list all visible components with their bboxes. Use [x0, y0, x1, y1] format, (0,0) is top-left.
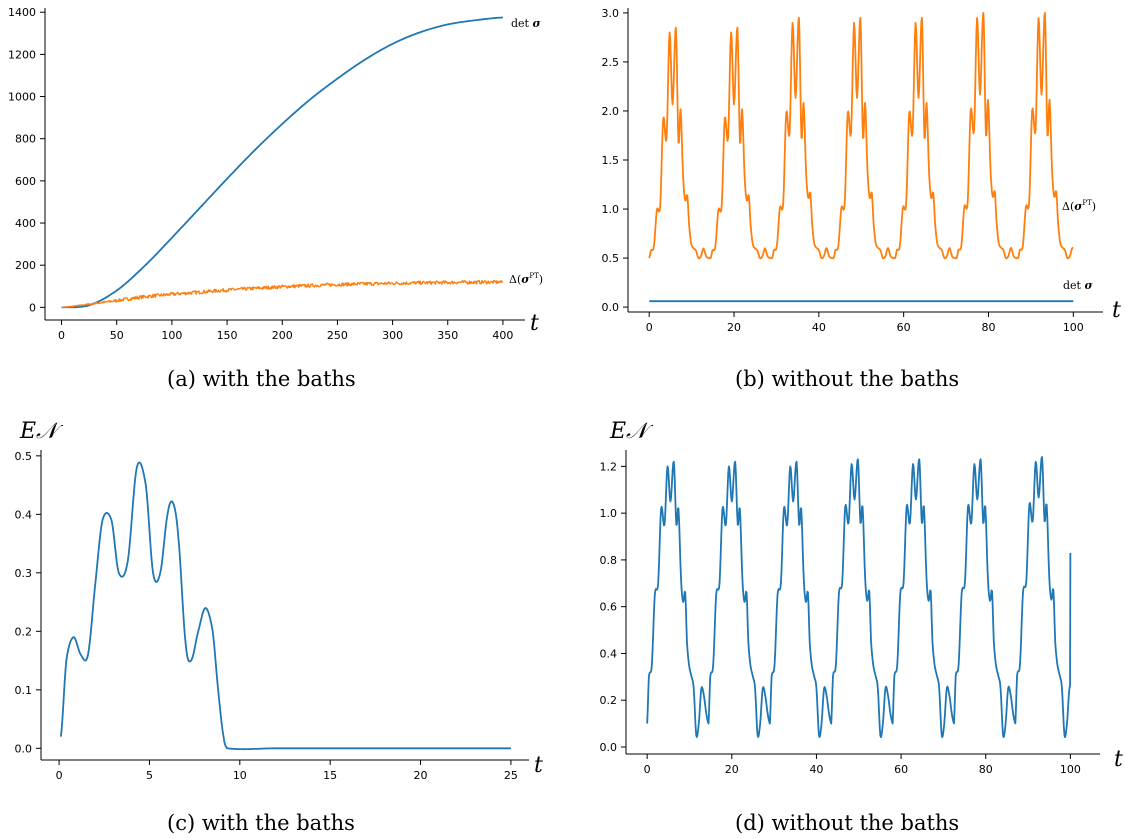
- panel-d-ylabel: E𝒩: [609, 419, 654, 444]
- panel-c-xlabel: t: [534, 753, 543, 778]
- panel-a-y-tick-label: 1200: [8, 48, 36, 61]
- panel-b-x-tick-label: 40: [812, 321, 826, 334]
- panel-c-x-tick-label: 5: [146, 769, 153, 782]
- panel-b-y-tick-label: 1.0: [602, 203, 620, 216]
- panel-b-series-label-det: det σ: [1063, 279, 1093, 292]
- panel-a-x-tick-label: 100: [161, 329, 182, 342]
- panel-c-y-tick-label: 0.5: [15, 450, 33, 463]
- panel-a-y-tick-label: 600: [15, 175, 36, 188]
- panel-a-x-tick-label: 350: [437, 329, 458, 342]
- panel-b-x-tick-label: 60: [897, 321, 911, 334]
- panel-c-series-line-0: [59, 461, 511, 751]
- panel-c-y-tick-label: 0.3: [15, 567, 33, 580]
- panel-c-plot: 0 5 10 15 20 25 0.0 0.1 0.2 0.3 0.4 0.5: [15, 450, 529, 782]
- panel-b-x-tick-label: 100: [1063, 321, 1084, 334]
- panel-a-y-tick-label: 400: [15, 217, 36, 230]
- panel-d-x-tick-label: 60: [894, 763, 908, 776]
- panel-c-y-tick-label: 0.4: [15, 508, 33, 521]
- panel-c-y-tick-label: 0.2: [15, 625, 33, 638]
- panel-a-series-label-delta: Δ(σPT): [509, 272, 543, 286]
- panel-a-caption: (a) with the baths: [167, 367, 356, 391]
- panel-a-x-tick-label: 0: [58, 329, 65, 342]
- panel-c-x-tick-label: 0: [56, 769, 63, 782]
- panel-d-y-tick-label: 1.2: [600, 460, 618, 473]
- panel-a-series-line-0: [61, 16, 503, 309]
- panel-c-y-tick-label: 0.1: [15, 684, 33, 697]
- panel-b-x-tick-label: 80: [981, 321, 995, 334]
- panel-b-y-tick-label: 1.5: [602, 154, 620, 167]
- panel-a-x-tick-label: 200: [272, 329, 293, 342]
- panel-a-y-tick-label: 800: [15, 133, 36, 146]
- panel-c-x-tick-label: 10: [233, 769, 247, 782]
- panel-c-caption: (c) with the baths: [167, 811, 355, 835]
- panel-d-y-tick-label: 0.6: [600, 601, 618, 614]
- panel-d-x-tick-label: 20: [725, 763, 739, 776]
- panel-a-x-tick-label: 250: [327, 329, 348, 342]
- panel-c-x-tick-label: 15: [323, 769, 337, 782]
- panel-a-series-label-det: det σ: [511, 17, 541, 30]
- panel-d-x-tick-label: 100: [1060, 763, 1081, 776]
- panel-d-series-line-0: [646, 456, 1072, 738]
- panel-b-y-tick-label: 2.0: [602, 105, 620, 118]
- panel-c-y-tick-label: 0.0: [15, 742, 33, 755]
- panel-b-series-line-0: [648, 12, 1074, 260]
- panel-a-x-tick-label: 300: [382, 329, 403, 342]
- panel-d-x-tick-label: 0: [644, 763, 651, 776]
- panel-c-ylabel: E𝒩: [19, 419, 64, 444]
- panel-d-caption: (d) without the baths: [735, 811, 959, 835]
- panel-a-plot: 0 50 100 150 200 250 300 350 400 0 200 400 600 800 100…: [8, 6, 525, 342]
- panel-b-y-tick-label: 3.0: [602, 7, 620, 20]
- panel-d-plot: 0 20 40 60 80 100 0.0 0.2 0.4 0.6 0.8 1.0 1.2: [600, 450, 1100, 776]
- panel-a-xlabel: t: [530, 311, 539, 336]
- panel-d: 0 20 40 60 80 100 0.0 0.2 0.4 0.6 0.8 1.0 1.2 E𝒩 t (…: [600, 419, 1124, 835]
- panel-d-x-tick-label: 80: [979, 763, 993, 776]
- panel-d-y-tick-label: 1.0: [600, 507, 618, 520]
- panel-b-series-label-delta: Δ(σPT): [1062, 199, 1096, 213]
- panel-d-y-tick-label: 0.4: [600, 647, 618, 660]
- panel-a-x-tick-label: 150: [217, 329, 238, 342]
- panel-a-series-line-1: [61, 279, 504, 309]
- panel-c: 0 5 10 15 20 25 0.0 0.1 0.2 0.3 0.4 0.5 E𝒩 t (c) wi…: [15, 419, 544, 835]
- panel-a-y-tick-label: 1400: [8, 6, 36, 19]
- panel-d-x-tick-label: 40: [809, 763, 823, 776]
- panel-b-xlabel: t: [1112, 298, 1121, 323]
- panel-a-y-tick-label: 0: [29, 301, 36, 314]
- panel-b-x-tick-label: 0: [646, 321, 653, 334]
- panel-b-x-tick-label: 20: [727, 321, 741, 334]
- panel-b: 0 20 40 60 80 100 0.0 0.5 1.0 1.5 2.0 2.5 3.0 t Δ(σP…: [602, 7, 1122, 391]
- panel-d-y-tick-label: 0.2: [600, 694, 618, 707]
- panel-c-x-tick-label: 20: [414, 769, 428, 782]
- panel-b-y-tick-label: 0.0: [602, 301, 620, 314]
- panel-a-x-tick-label: 50: [110, 329, 124, 342]
- panel-d-y-tick-label: 0.0: [600, 741, 618, 754]
- panel-a-x-tick-label: 400: [492, 329, 513, 342]
- panel-d-y-tick-label: 0.8: [600, 554, 618, 567]
- panel-c-x-tick-label: 25: [504, 769, 518, 782]
- panel-d-xlabel: t: [1114, 747, 1123, 772]
- panel-b-y-tick-label: 0.5: [602, 252, 620, 265]
- panel-b-plot: 0 20 40 60 80 100 0.0 0.5 1.0 1.5 2.0 2.5 3.0: [602, 7, 1103, 334]
- panel-a-y-tick-label: 1000: [8, 91, 36, 104]
- panel-a: 0 50 100 150 200 250 300 350 400 0 200 400 600 800 100…: [8, 6, 543, 391]
- panel-a-y-tick-label: 200: [15, 259, 36, 272]
- panel-b-caption: (b) without the baths: [735, 367, 959, 391]
- panel-b-y-tick-label: 2.5: [602, 56, 620, 69]
